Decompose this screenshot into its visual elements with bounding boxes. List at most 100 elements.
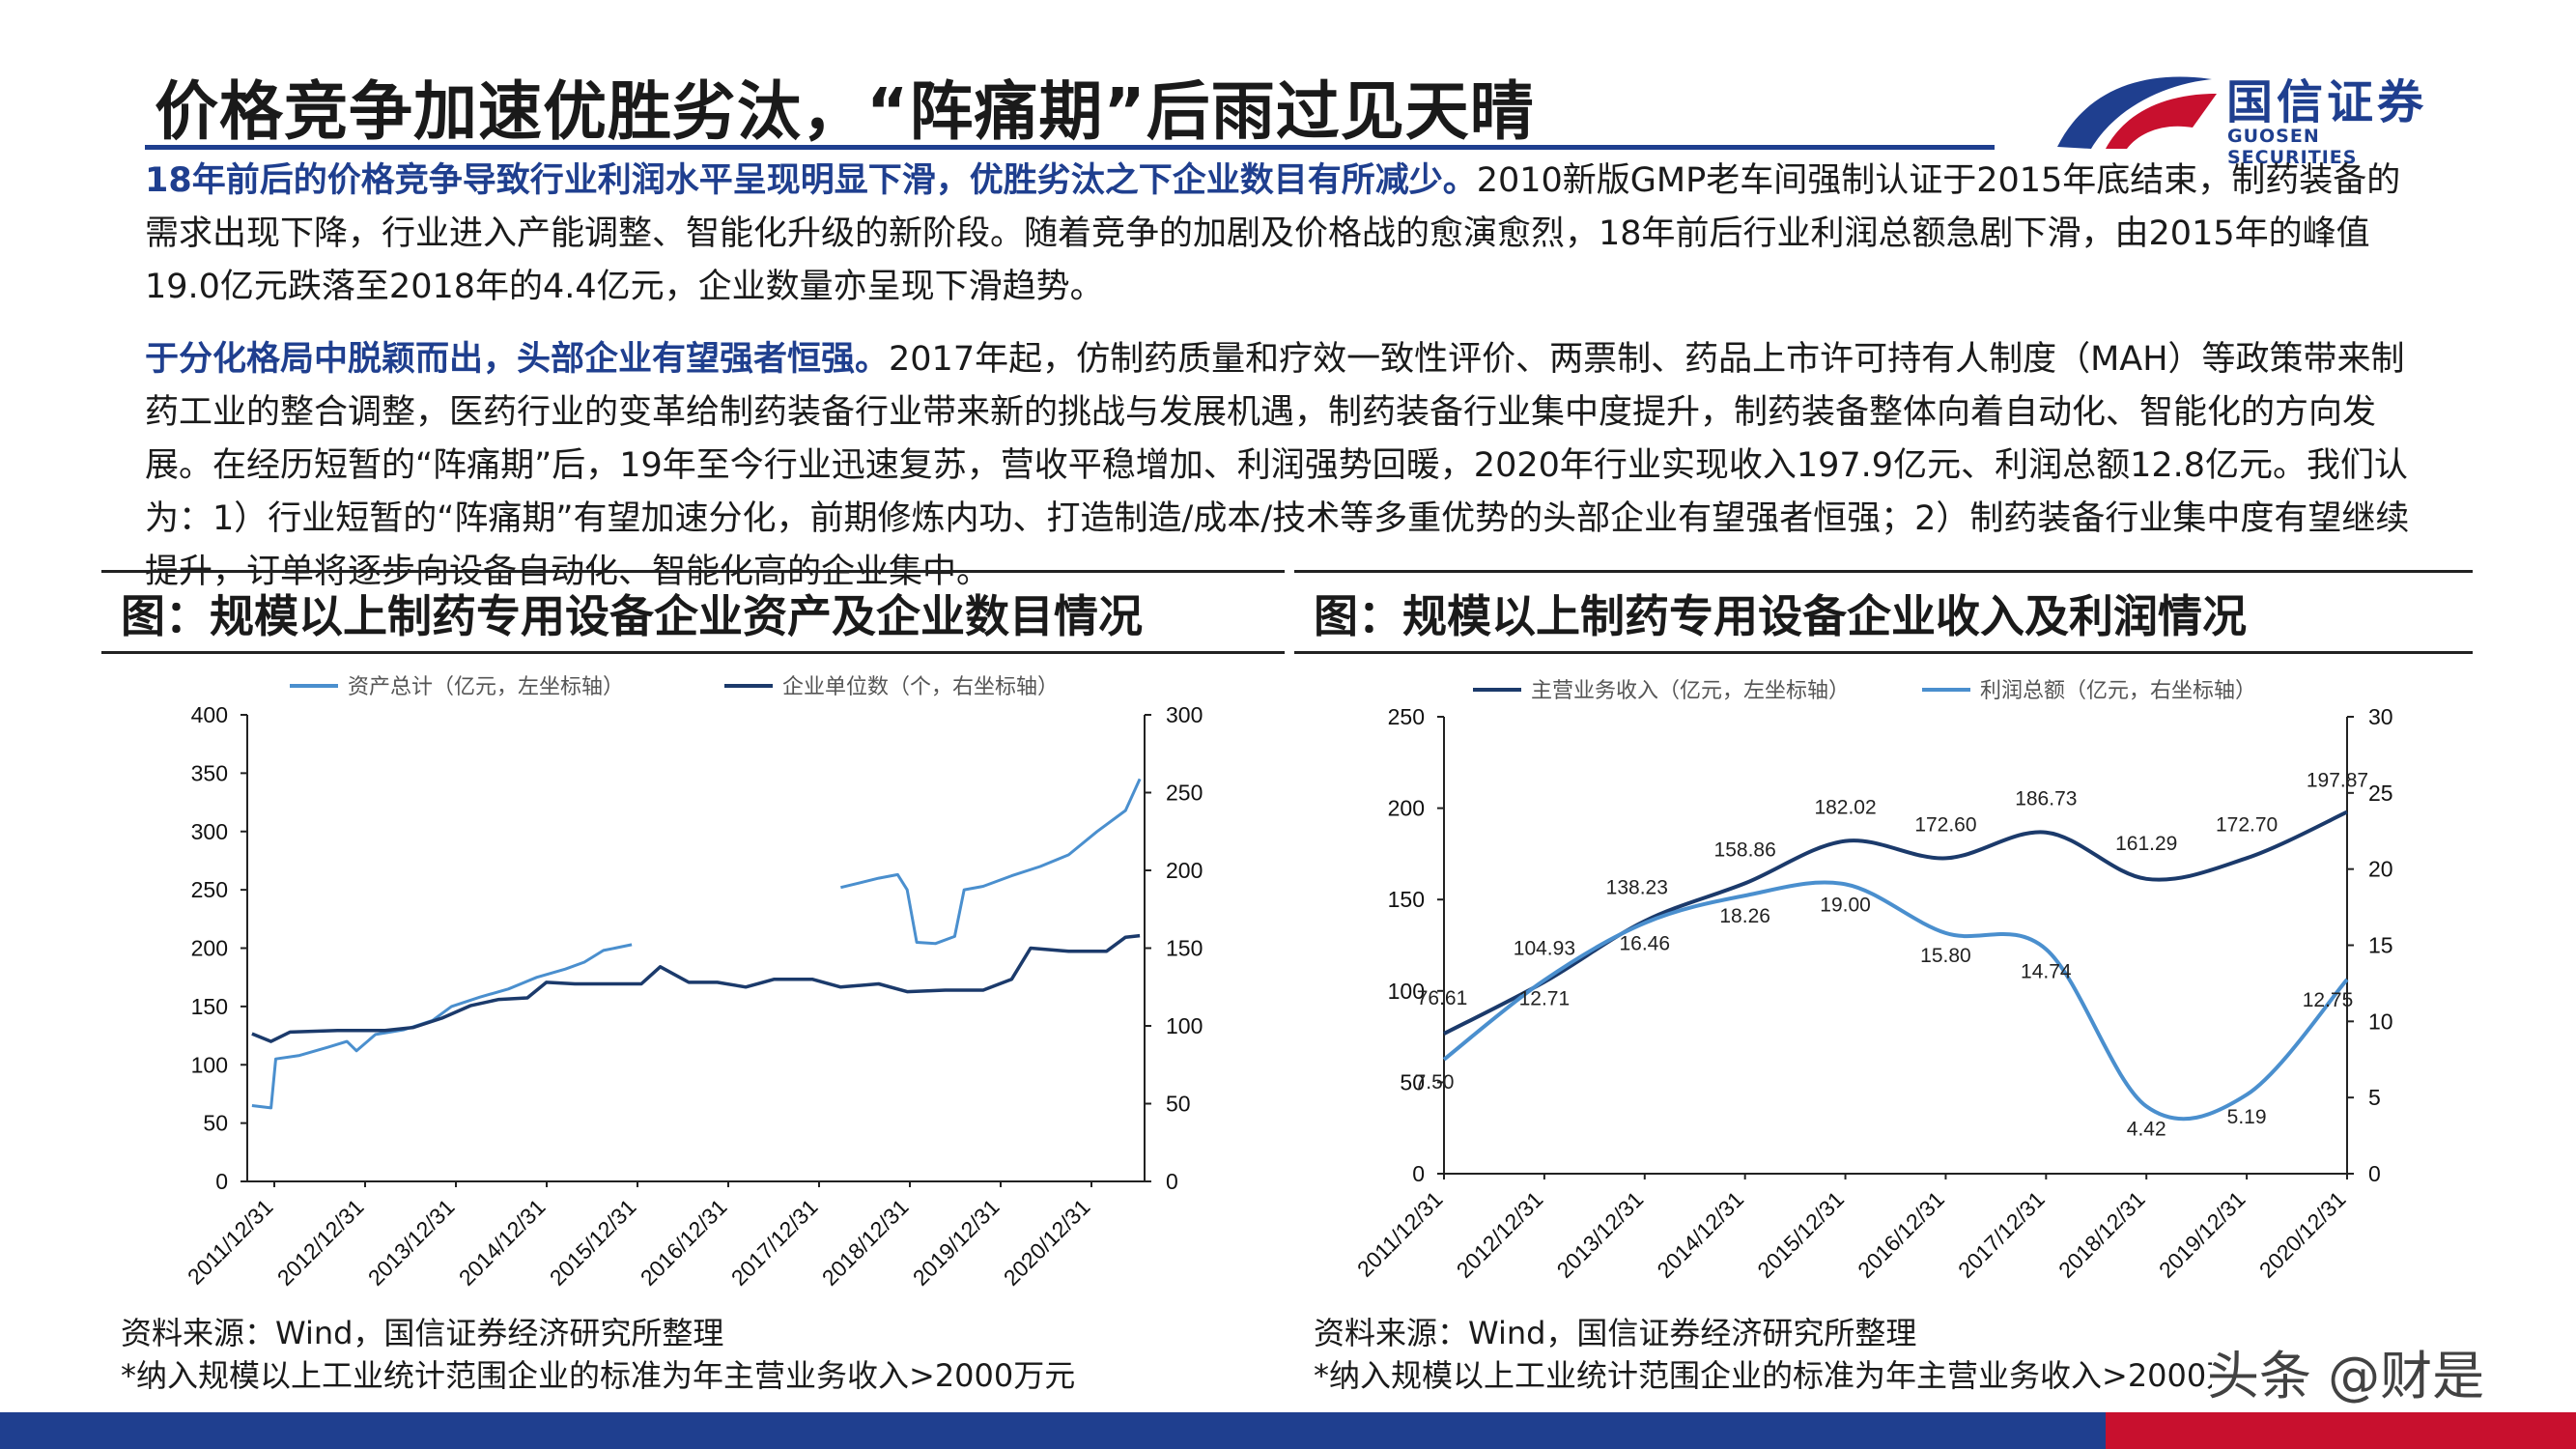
enterprise-count-series-line [251, 933, 1141, 1043]
left-y-tick-label: 150 [191, 994, 228, 1019]
x-tick-label: 2017/12/31 [726, 1194, 823, 1291]
left-y-tick-label: 50 [203, 1111, 228, 1136]
title-underline [145, 145, 1995, 150]
x-tick-label: 2013/12/31 [1552, 1186, 1649, 1283]
profit-data-label: 18.26 [1719, 905, 1770, 927]
x-tick-label: 2019/12/31 [908, 1194, 1005, 1291]
left-y-tick-label: 100 [1388, 979, 1425, 1004]
left-y-tick-label: 200 [191, 936, 228, 961]
right-y-tick-label: 20 [2368, 857, 2393, 882]
footer-accent [2106, 1412, 2576, 1449]
revenue-data-label: 186.73 [2015, 788, 2077, 810]
paragraph-1-highlight: 18年前后的价格竞争导致行业利润水平呈现明显下滑，优胜劣汰之下企业数目有所减少。 [145, 161, 1477, 200]
left-y-tick-label: 150 [1388, 887, 1425, 912]
paragraph-1-text: 2010新版GMP老车间强制认证于2015年底结束，制药装备的需求出现下降，行业… [145, 161, 2401, 306]
left-y-tick-label: 100 [191, 1052, 228, 1077]
watermark-text: 头条 @财是 [2207, 1346, 2485, 1406]
logo-mark-icon [2057, 76, 2217, 149]
right-y-tick-label: 0 [1166, 1169, 1178, 1194]
right-y-tick-label: 150 [1166, 936, 1203, 961]
x-tick-label: 2016/12/31 [636, 1194, 732, 1291]
revenue-data-label: 161.29 [2115, 833, 2177, 855]
left-source-line-1: 资料来源：Wind，国信证券经济研究所整理 [121, 1315, 724, 1351]
right-y-tick-label: 15 [2368, 933, 2393, 958]
profit-data-label: 5.19 [2227, 1106, 2267, 1128]
assets-series-line [251, 943, 633, 1110]
profit-data-label: 12.75 [2303, 989, 2354, 1011]
right-source-line-2: *纳入规模以上工业统计范围企业的标准为年主营业务收入>2000万元 [1314, 1357, 2212, 1394]
profit-data-label: 19.00 [1820, 894, 1871, 916]
revenue-data-label: 158.86 [1714, 838, 1776, 861]
x-tick-label: 2013/12/31 [363, 1194, 460, 1291]
right-source-note: 资料来源：Wind，国信证券经济研究所整理 *纳入规模以上工业统计范围企业的标准… [1314, 1312, 2212, 1397]
left-section-rule-bottom [101, 651, 1285, 654]
profit-series-line [1442, 880, 2349, 1122]
x-tick-label: 2017/12/31 [1953, 1186, 2050, 1283]
right-y-tick-label: 30 [2368, 704, 2393, 729]
revenue-data-label: 76.61 [1417, 987, 1468, 1009]
profit-data-label: 14.74 [2021, 961, 2072, 983]
right-chart-title: 图：规模以上制药专用设备企业收入及利润情况 [1314, 590, 2247, 642]
revenue-data-label: 197.87 [2307, 770, 2368, 792]
profit-data-label: 15.80 [1920, 945, 1971, 967]
left-y-tick-label: 200 [1388, 796, 1425, 821]
company-logo: 国信证券 GUOSEN SECURITIES [2048, 60, 2453, 168]
x-tick-label: 2016/12/31 [1853, 1186, 1949, 1283]
right-y-tick-label: 0 [2368, 1161, 2381, 1186]
left-y-tick-label: 50 [1400, 1069, 1425, 1094]
x-tick-label: 2015/12/31 [1752, 1186, 1849, 1283]
left-y-tick-label: 0 [215, 1169, 228, 1194]
assets-enterprises-chart: 0 50 100 150 200 250 300 350 400 0 50 100 150 200 250 3… [183, 675, 1203, 1291]
profit-data-label: 12.71 [1519, 988, 1571, 1010]
legend-label: 资产总计（亿元，左坐标轴） [348, 675, 624, 699]
right-section-rule-top [1294, 570, 2473, 573]
right-y-tick-label: 10 [2368, 1009, 2393, 1034]
x-tick-label: 2011/12/31 [1352, 1186, 1448, 1282]
logo-name-cn: 国信证券 [2226, 75, 2428, 129]
right-y-tick-label: 5 [2368, 1085, 2381, 1110]
right-y-tick-label: 50 [1166, 1092, 1191, 1117]
left-y-tick-label: 400 [191, 702, 228, 727]
profit-data-label: 7.50 [1415, 1071, 1455, 1094]
right-y-tick-label: 100 [1166, 1013, 1203, 1038]
revenue-data-label: 138.23 [1606, 876, 1668, 898]
right-source-line-1: 资料来源：Wind，国信证券经济研究所整理 [1314, 1315, 1917, 1351]
x-tick-label: 2011/12/31 [183, 1194, 278, 1290]
legend-label: 主营业务收入（亿元，左坐标轴） [1531, 679, 1850, 703]
x-tick-label: 2015/12/31 [545, 1194, 641, 1291]
revenue-series-line [1443, 810, 2348, 1036]
revenue-data-label: 172.60 [1914, 813, 1976, 836]
x-tick-label: 2012/12/31 [1452, 1186, 1548, 1283]
left-y-tick-label: 250 [191, 877, 228, 902]
right-y-tick-label: 25 [2368, 781, 2393, 806]
x-tick-label: 2020/12/31 [2254, 1186, 2351, 1283]
left-source-line-2: *纳入规模以上工业统计范围企业的标准为年主营业务收入>2000万元 [121, 1357, 1076, 1394]
x-tick-label: 2018/12/31 [2053, 1186, 2150, 1283]
assets-series-line [840, 778, 1142, 946]
revenue-data-label: 182.02 [1814, 797, 1876, 819]
x-tick-label: 2012/12/31 [272, 1194, 369, 1291]
paragraph-2-highlight: 于分化格局中脱颖而出，头部企业有望强者恒强。 [145, 340, 890, 379]
right-section-rule-bottom [1294, 651, 2473, 654]
legend-label: 利润总额（亿元，右坐标轴） [1980, 679, 2256, 703]
page-title: 价格竞争加速优胜劣汰，“阵痛期”后雨过见天晴 [155, 74, 1535, 149]
paragraph-1: 18年前后的价格竞争导致行业利润水平呈现明显下滑，优胜劣汰之下企业数目有所减少。… [145, 155, 2424, 314]
x-tick-label: 2019/12/31 [2154, 1186, 2250, 1283]
left-section-rule-top [101, 570, 1285, 573]
logo-name-en: GUOSEN SECURITIES [2227, 126, 2358, 168]
right-y-tick-label: 250 [1166, 781, 1203, 806]
legend-label: 企业单位数（个，右坐标轴） [782, 675, 1059, 699]
revenue-data-label: 172.70 [2216, 813, 2278, 836]
right-y-tick-label: 200 [1166, 858, 1203, 883]
x-tick-label: 2014/12/31 [1652, 1186, 1748, 1283]
x-tick-label: 2014/12/31 [454, 1194, 551, 1291]
left-y-tick-label: 300 [191, 819, 228, 844]
left-source-note: 资料来源：Wind，国信证券经济研究所整理 *纳入规模以上工业统计范围企业的标准… [121, 1312, 1075, 1397]
right-y-tick-label: 300 [1166, 702, 1203, 727]
left-chart-title: 图：规模以上制药专用设备企业资产及企业数目情况 [121, 590, 1143, 642]
x-tick-label: 2018/12/31 [817, 1194, 914, 1291]
left-y-tick-label: 250 [1388, 704, 1425, 729]
paragraph-2: 于分化格局中脱颖而出，头部企业有望强者恒强。2017年起，仿制药质量和疗效一致性… [145, 333, 2424, 599]
left-y-tick-label: 350 [191, 760, 228, 785]
